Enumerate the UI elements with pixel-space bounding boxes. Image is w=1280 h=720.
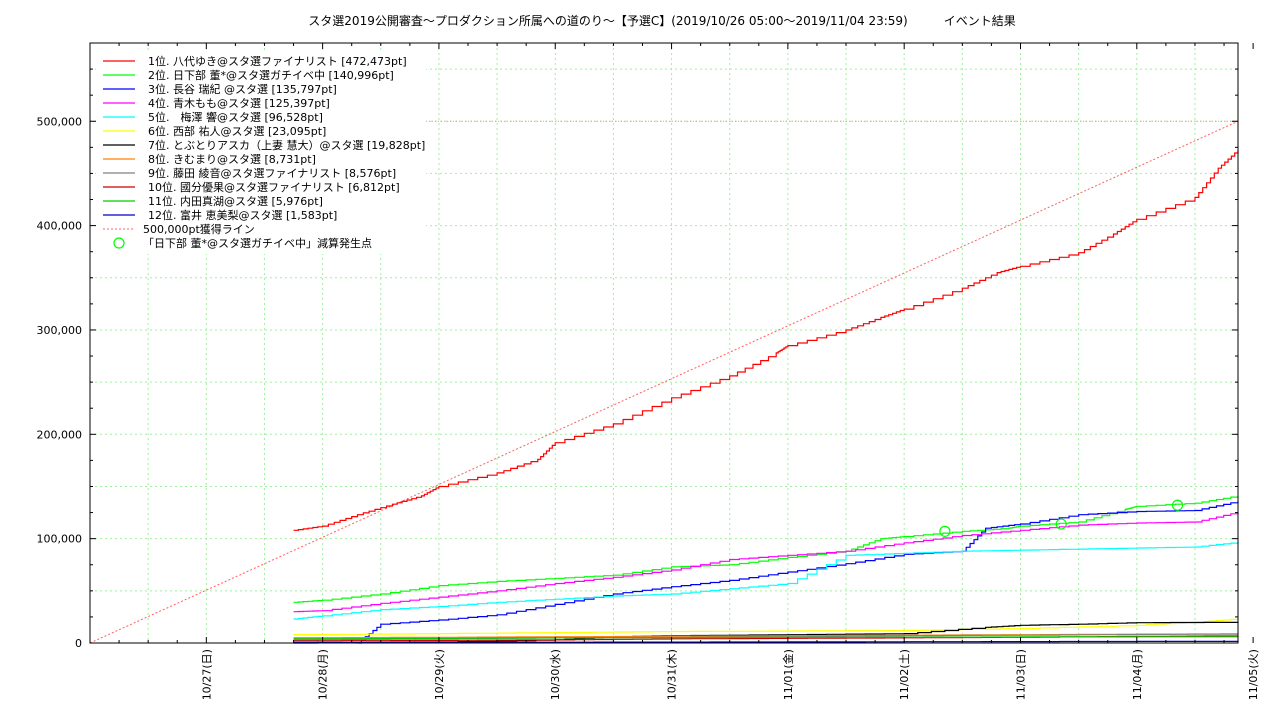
series-line-11 bbox=[293, 636, 1238, 640]
legend-entry: 8位. きむまり@スタ選 [8,731pt] bbox=[148, 152, 316, 166]
series-line-3 bbox=[357, 501, 1239, 644]
x-tick-label: 10/28(月) bbox=[317, 649, 330, 700]
plot-frame bbox=[89, 42, 1239, 644]
x-tick-label: 11/01(金) bbox=[781, 649, 795, 700]
marker-layer bbox=[939, 499, 1184, 537]
y-tick-label: 500,000 bbox=[37, 115, 83, 128]
legend-entry: 4位. 青木もも@スタ選 [125,397pt] bbox=[148, 96, 330, 110]
series-line-6 bbox=[293, 618, 1239, 636]
y-tick-label: 0 bbox=[75, 637, 82, 650]
legend-entry: 3位. 長谷 瑞紀 @スタ選 [135,797pt] bbox=[148, 82, 337, 96]
x-tick-label: 11/04(月) bbox=[1131, 649, 1144, 700]
marker-point bbox=[1055, 518, 1067, 530]
reference-line-layer bbox=[89, 120, 1239, 644]
series-line-12 bbox=[293, 640, 1239, 644]
series-layer bbox=[293, 150, 1239, 644]
chart-title: スタ選2019公開審査〜プロダクション所属への道のり〜【予選C】(2019/10… bbox=[308, 13, 1015, 28]
legend-entry: 500,000pt獲得ライン bbox=[143, 223, 255, 236]
legend-entry: 9位. 藤田 綾音@スタ選ファイナリスト [8,576pt] bbox=[148, 166, 396, 180]
legend-entry: 7位. とぶとりアスカ（上妻 慧大）@スタ選 [19,828pt] bbox=[148, 138, 425, 152]
y-tick-label: 300,000 bbox=[37, 324, 83, 337]
series-line-5 bbox=[293, 542, 1239, 620]
legend-entry: 2位. 日下部 董*@スタ選ガチイベ中 [140,996pt] bbox=[148, 68, 394, 82]
series-line-4 bbox=[293, 512, 1239, 613]
marker-point bbox=[1171, 499, 1184, 511]
legend-marker-swatch bbox=[113, 237, 125, 249]
axes: 0 100,000 200,000 300,000 400,000 500,000 10/2… bbox=[37, 42, 1260, 700]
y-tick-label: 400,000 bbox=[37, 220, 83, 233]
legend-entry: 10位. 國分優果@スタ選ファイナリスト [6,812pt] bbox=[148, 180, 400, 194]
legend-background bbox=[96, 50, 426, 254]
x-tick-label: 10/30(水) bbox=[549, 649, 562, 700]
legend-entry: 「日下部 董*@スタ選ガチイベ中」減算発生点 bbox=[143, 236, 372, 250]
marker-point bbox=[939, 525, 951, 537]
y-tick-label: 200,000 bbox=[37, 428, 83, 441]
x-tick-label: 11/03(日) bbox=[1014, 649, 1027, 700]
legend-entry: 5位. 梅澤 響@スタ選 [96,528pt] bbox=[148, 110, 323, 124]
x-tick-label: 11/02(土) bbox=[898, 649, 911, 700]
x-tick-label: 10/27(日) bbox=[200, 649, 213, 700]
legend-entry: 12位. 富井 恵美梨@スタ選 [1,583pt] bbox=[148, 208, 337, 222]
legend: 1位. 八代ゆき@スタ選ファイナリスト [472,473pt]2位. 日下部 董… bbox=[96, 50, 426, 254]
legend-entry: 11位. 内田真湖@スタ選 [5,976pt] bbox=[148, 194, 323, 208]
y-tick-label: 100,000 bbox=[37, 533, 83, 546]
series-line-1 bbox=[293, 150, 1239, 531]
x-tick-label: 10/31(木) bbox=[666, 649, 679, 700]
legend-entry: 6位. 西部 祐人@スタ選 [23,095pt] bbox=[148, 124, 326, 138]
legend-entry: 1位. 八代ゆき@スタ選ファイナリスト [472,473pt] bbox=[148, 54, 407, 68]
x-tick-label: 11/05(火) bbox=[1247, 649, 1260, 700]
series-line-7 bbox=[293, 621, 1239, 644]
x-tick-label: 10/29(火) bbox=[433, 649, 446, 700]
